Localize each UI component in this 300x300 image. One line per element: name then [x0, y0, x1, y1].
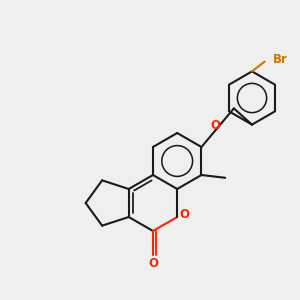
Text: O: O [148, 257, 158, 270]
Text: O: O [179, 208, 189, 221]
Text: Br: Br [273, 53, 287, 66]
Text: O: O [211, 119, 220, 132]
